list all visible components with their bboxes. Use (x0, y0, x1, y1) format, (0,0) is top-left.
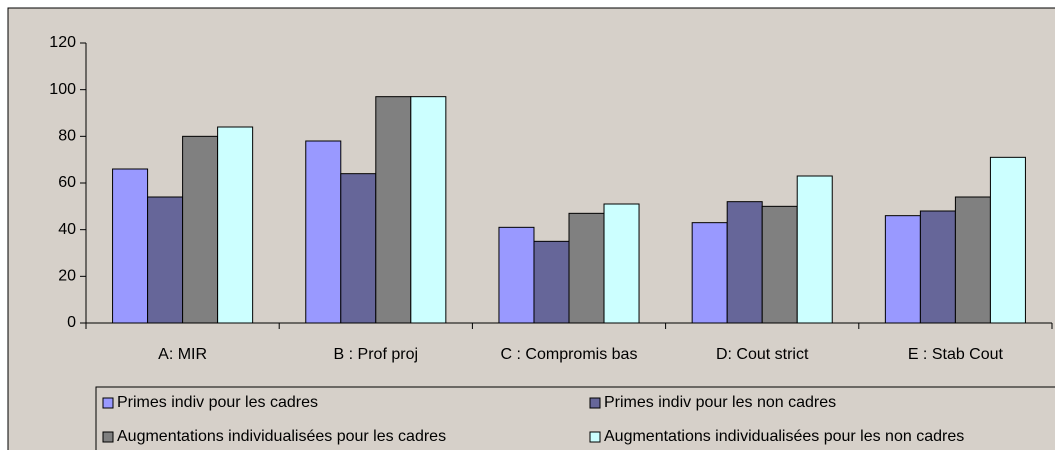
bar (112, 168, 149, 324)
y-tick-label: 0 (67, 314, 76, 331)
legend-swatch (589, 431, 601, 443)
y-tick-label: 20 (58, 268, 76, 285)
y-tick-label: 100 (49, 81, 76, 98)
legend-label: Primes indiv pour les cadres (117, 394, 318, 411)
y-tick-label: 40 (58, 221, 76, 238)
bar (796, 175, 833, 324)
bar (919, 210, 956, 324)
bar (691, 222, 728, 324)
bar (603, 203, 640, 324)
bar (375, 96, 412, 324)
bar (954, 196, 991, 324)
legend-swatch (102, 397, 114, 409)
bar (305, 140, 342, 324)
legend-label: Augmentations individualisées pour les c… (117, 428, 446, 445)
bar (217, 126, 254, 324)
legend-swatch (589, 397, 601, 409)
bar (533, 240, 570, 324)
legend: Primes indiv pour les cadres Primes indiv… (102, 394, 964, 445)
bar (989, 156, 1026, 324)
x-tick-label: B : Prof proj (334, 346, 418, 363)
x-tick-label: C : Compromis bas (501, 346, 638, 363)
bar (182, 135, 219, 324)
y-tick-label: 80 (58, 128, 76, 145)
legend-label: Augmentations individualisées pour les n… (604, 428, 964, 445)
x-tick-label: A: MIR (158, 346, 207, 363)
bar (761, 205, 798, 324)
bar (498, 226, 535, 324)
legend-box (95, 386, 1055, 450)
legend-label: Primes indiv pour les non cadres (604, 394, 836, 411)
bar (726, 201, 763, 324)
bar (340, 173, 377, 324)
y-tick-label: 60 (58, 174, 76, 191)
bar (147, 196, 184, 324)
bar (410, 96, 447, 324)
bar (568, 212, 605, 324)
y-tick-label: 120 (49, 34, 76, 51)
x-tick-label: E : Stab Cout (908, 346, 1004, 363)
bar (884, 215, 921, 324)
legend-swatch (102, 431, 114, 443)
x-tick-label: D: Cout strict (716, 346, 809, 363)
